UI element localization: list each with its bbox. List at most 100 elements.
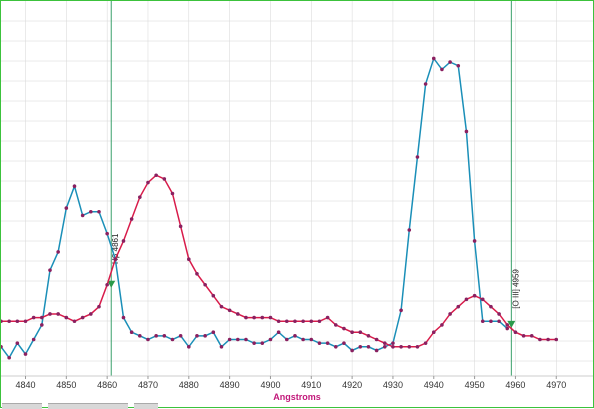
data-point [489,304,493,309]
data-point [31,337,36,342]
data-point [72,319,77,324]
data-point [105,231,109,236]
data-point [260,315,265,320]
data-point [40,315,44,320]
data-point [178,334,183,338]
data-point [195,272,199,276]
data-point [23,352,28,356]
data-point [89,209,93,214]
x-axis: 4840 4850 4860 4870 4880 4890 4900 4910 4920 4930… [1,375,593,390]
data-point [423,82,428,86]
data-point [1,345,3,349]
data-point [366,345,371,349]
data-point [1,319,3,324]
data-point [187,345,191,349]
data-point [236,312,240,316]
marker-label: Hβ 4861 [111,233,120,264]
data-point [423,341,428,345]
data-point [342,326,346,331]
data-point [23,319,28,324]
data-point [162,177,167,181]
data-point [407,345,412,349]
data-point [15,319,20,324]
data-point [154,173,158,178]
data-point [129,217,134,221]
data-point [64,315,69,320]
data-point [227,337,232,342]
data-point [431,56,436,61]
data-point [309,319,314,324]
x-tick-label: 4970 [546,380,566,390]
data-point [293,334,297,338]
data-point [113,257,118,262]
data-point [325,315,330,320]
data-point [31,315,36,320]
data-point [391,341,395,345]
data-point [325,341,330,345]
data-point [350,330,354,335]
x-tick-label: 4840 [15,380,35,390]
data-point [178,224,183,229]
data-point [121,239,126,243]
data-point [211,293,216,298]
data-point [89,312,93,316]
data-point [187,257,191,262]
x-tick-label: 4880 [179,380,199,390]
data-point [129,330,134,335]
x-tick-label: 4870 [138,380,158,390]
data-point [56,312,60,316]
data-point [154,334,158,338]
data-point [480,319,485,324]
data-point [374,337,379,342]
data-point [317,341,322,345]
data-point [342,341,346,345]
data-point [333,323,338,327]
x-tick-label: 4920 [342,380,362,390]
strip-tab[interactable] [48,403,128,409]
data-point [252,315,256,320]
marker-triangle [507,320,516,328]
x-tick-label: 4890 [220,380,240,390]
data-point [366,334,371,338]
strip-tab[interactable] [134,403,158,409]
data-point [456,304,461,309]
data-point [97,304,101,309]
data-point [333,345,338,349]
data-point [464,297,469,302]
data-point [203,282,207,287]
strip-tab[interactable] [2,403,42,409]
data-point [170,337,175,342]
data-point [431,330,436,335]
data-point [415,345,420,349]
data-point [407,228,412,232]
data-point [538,337,542,342]
data-point [546,337,550,342]
data-point [358,330,363,335]
data-point [40,323,44,327]
data-point [146,337,150,342]
data-point [48,268,52,272]
data-point [399,345,403,349]
data-point [121,315,126,320]
data-point [489,319,493,324]
data-point [105,282,109,287]
data-point [399,308,403,313]
series-layer [1,56,559,360]
data-point [138,195,142,199]
data-point [56,250,60,254]
data-point [440,67,444,72]
data-point [513,330,518,335]
data-point [268,337,273,342]
data-point [97,209,101,214]
data-point [64,206,69,210]
data-point [244,337,248,342]
data-point [521,334,526,338]
marker-triangle [107,280,116,288]
data-point [374,348,379,353]
data-point [391,345,395,349]
x-tick-label: 4910 [301,380,321,390]
data-point [505,323,510,327]
bottom-scroll-strip[interactable] [0,403,594,409]
data-point [48,312,52,316]
